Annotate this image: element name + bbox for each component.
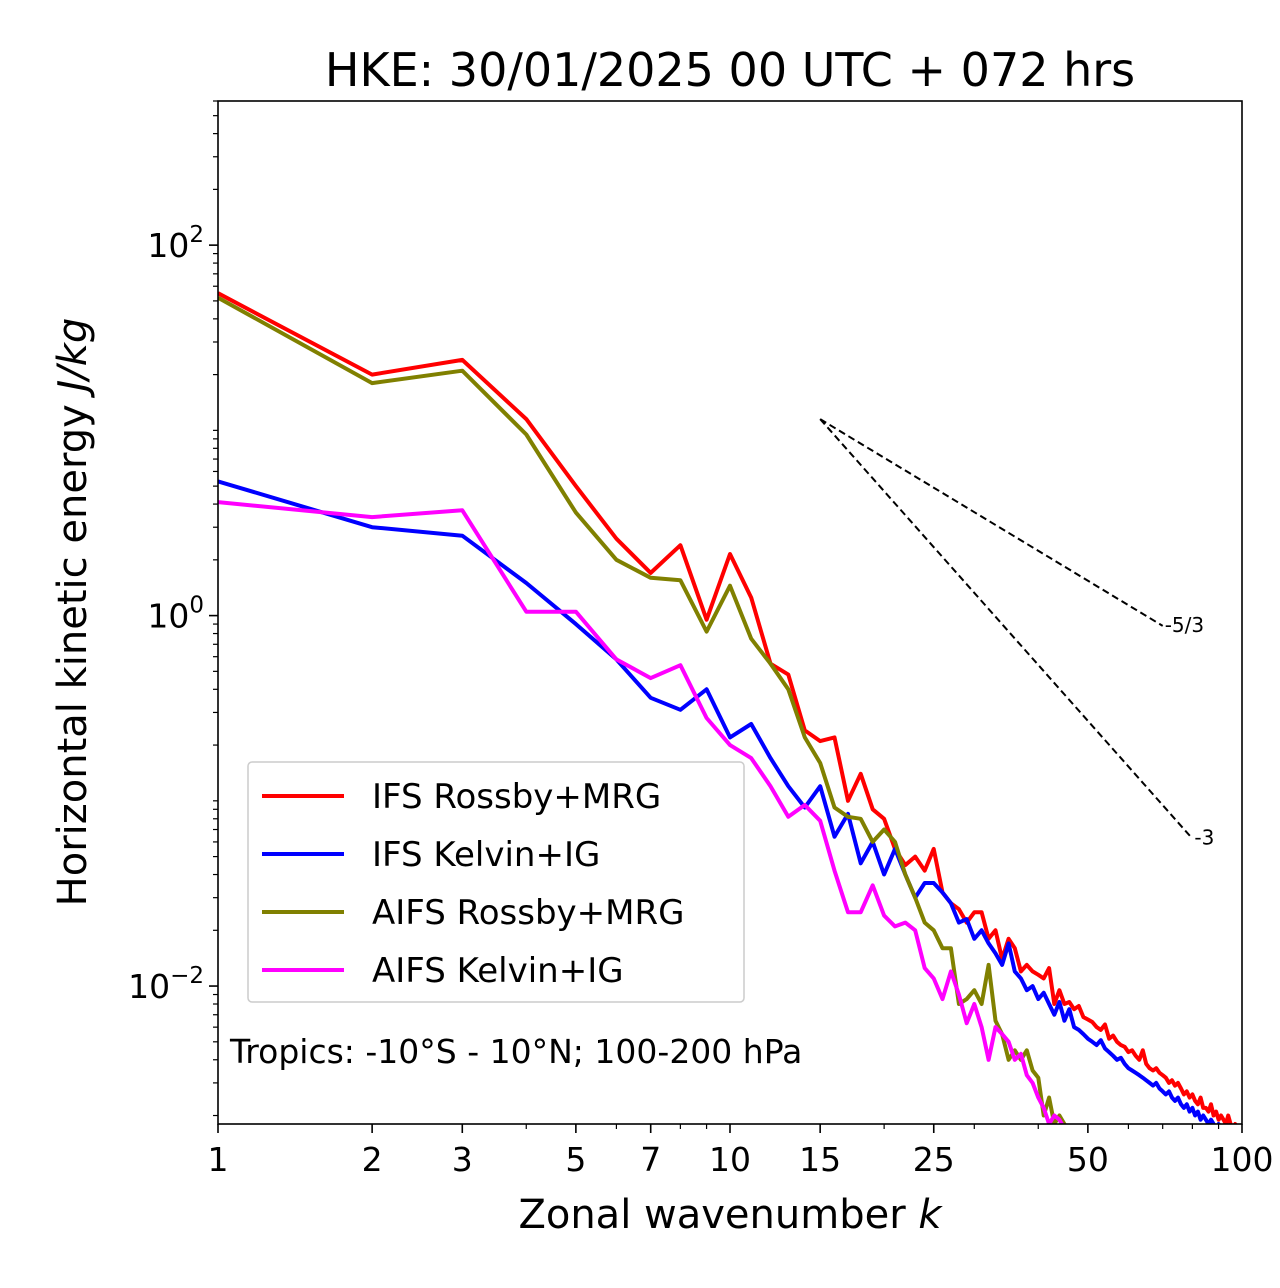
x-axis: 1 2 3 5 7 10 15 25 50 100 bbox=[208, 1124, 1274, 1179]
reference-line-1 bbox=[819, 418, 1164, 627]
y-axis: 102 100 10−2 bbox=[128, 100, 218, 1117]
x-tick-label-9: 50 bbox=[1067, 1140, 1109, 1179]
legend-label-2: IFS Kelvin+IG bbox=[372, 835, 600, 875]
series-line-3 bbox=[218, 295, 1067, 1124]
series-line-1 bbox=[218, 291, 1238, 1124]
series-line-2 bbox=[218, 479, 1221, 1124]
x-tick-label-7: 15 bbox=[799, 1140, 841, 1179]
x-tick-label-2: 2 bbox=[362, 1140, 383, 1179]
x-tick-label-4: 5 bbox=[565, 1140, 586, 1179]
legend-label-4: AIFS Kelvin+IG bbox=[372, 951, 624, 991]
x-tick-label-5: 7 bbox=[640, 1140, 661, 1179]
reference-line-labels: -5/3 -3 bbox=[1165, 613, 1215, 850]
x-axis-label-text: Zonal wavenumber bbox=[518, 1192, 918, 1238]
y-tick-label-3: 10−2 bbox=[128, 963, 204, 1006]
y-tick-label-2: 100 bbox=[147, 593, 204, 636]
x-axis-label-variable: k bbox=[918, 1192, 943, 1238]
y-axis-label: Horizontal kinetic energy J/kg bbox=[50, 318, 96, 907]
reference-lines bbox=[819, 418, 1194, 840]
y-axis-label-text: Horizontal kinetic energy bbox=[50, 392, 96, 907]
y-axis-label-unit: J/kg bbox=[50, 318, 96, 399]
x-tick-label-3: 3 bbox=[452, 1140, 473, 1179]
chart-title: HKE: 30/01/2025 00 UTC + 072 hrs bbox=[325, 43, 1135, 97]
x-tick-label-1: 1 bbox=[208, 1140, 229, 1179]
x-tick-label-8: 25 bbox=[913, 1140, 955, 1179]
reference-line-2 bbox=[819, 418, 1194, 840]
x-tick-label-10: 100 bbox=[1211, 1140, 1274, 1179]
legend-label-1: IFS Rossby+MRG bbox=[372, 777, 661, 817]
series-line-4 bbox=[218, 500, 1065, 1124]
reference-line-label-1: -5/3 bbox=[1165, 613, 1204, 637]
legend-label-3: AIFS Rossby+MRG bbox=[372, 893, 684, 933]
x-axis-label: Zonal wavenumber k bbox=[518, 1192, 943, 1238]
legend: IFS Rossby+MRG IFS Kelvin+IG AIFS Rossby+M… bbox=[247, 761, 745, 1003]
series-lines bbox=[218, 291, 1238, 1124]
legend-box bbox=[247, 761, 745, 1003]
region-annotation: Tropics: -10°S - 10°N; 100-200 hPa bbox=[229, 1032, 802, 1071]
y-tick-label-1: 102 bbox=[147, 222, 204, 265]
reference-line-label-2: -3 bbox=[1194, 826, 1214, 850]
x-tick-label-6: 10 bbox=[709, 1140, 751, 1179]
